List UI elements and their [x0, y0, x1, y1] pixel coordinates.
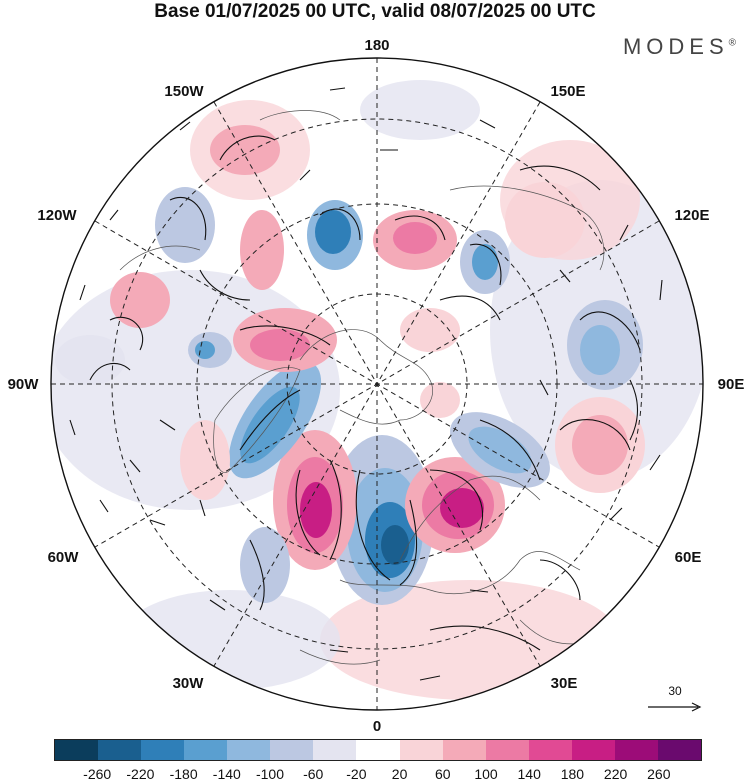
colorbar-segment: [98, 740, 142, 760]
colorbar-tick-label: -100: [255, 766, 285, 782]
colorbar-segment: [614, 740, 658, 760]
colorbar-tick-label: -260: [83, 766, 112, 782]
colorbar-segment: [184, 740, 228, 760]
colorbar-tick-label: 100: [474, 766, 498, 782]
colorbar-tick-label: -180: [169, 766, 198, 782]
longitude-labels: 180 150W 150E 120W 120E 90W 90E 60W 60E …: [8, 37, 745, 735]
lon-label-150e: 150E: [550, 83, 585, 100]
lon-label-90e: 90E: [718, 376, 745, 393]
lon-label-60e: 60E: [675, 549, 702, 566]
colorbar-segment: [485, 740, 529, 760]
lon-label-120e: 120E: [674, 207, 709, 224]
lon-label-150w: 150W: [164, 83, 204, 100]
colorbar-ticks: -260 -220 -180 -140 -100 -60 -20 20 60 100 140 180 2…: [54, 766, 702, 782]
reference-vector-label: 30: [668, 684, 682, 698]
colorbar-segment: [442, 740, 486, 760]
reference-vector: 30: [648, 684, 702, 712]
lon-label-90w: 90W: [8, 376, 40, 393]
lon-label-0: 0: [373, 718, 381, 735]
graticule: [51, 58, 703, 710]
map-boundary: [50, 57, 704, 711]
colorbar-tick-label: 60: [435, 766, 451, 782]
map-title: Base 01/07/2025 00 UTC, valid 08/07/2025…: [154, 1, 596, 22]
lon-label-120w: 120W: [37, 207, 77, 224]
wind-vectors: [69, 87, 663, 691]
colorbar-tick-label: 180: [560, 766, 585, 782]
colorbar-tick-label: -140: [212, 766, 241, 782]
lon-label-30e: 30E: [551, 675, 578, 692]
colorbar: [54, 739, 702, 761]
polar-map[interactable]: 180 150W 150E 120W 120E 90W 90E 60W 60E …: [0, 0, 750, 735]
colorbar-tick-label: 20: [391, 766, 408, 782]
colorbar-tick-label: -60: [303, 766, 324, 782]
modes-logo: MODES®: [622, 34, 736, 59]
colorbar-segment: [227, 740, 271, 760]
colorbar-tick-label: 220: [603, 766, 628, 782]
lon-label-30w: 30W: [173, 675, 205, 692]
lon-label-180: 180: [364, 37, 389, 54]
colorbar-segment: [399, 740, 443, 760]
anomaly-field: [51, 58, 703, 710]
colorbar-segment: [55, 740, 99, 760]
lon-label-60w: 60W: [48, 549, 80, 566]
colorbar-segment: [657, 740, 701, 760]
colorbar-segment: [141, 740, 185, 760]
colorbar-segment: [571, 740, 615, 760]
colorbar-segment: [313, 740, 357, 760]
colorbar-tick-label: -20: [346, 766, 367, 782]
colorbar-segment: [270, 740, 314, 760]
colorbar-segment: [528, 740, 572, 760]
colorbar-tick-label: 140: [517, 766, 541, 782]
colorbar-tick-label: -220: [126, 766, 155, 782]
colorbar-tick-label: 260: [647, 766, 671, 782]
colorbar-segment: [356, 740, 400, 760]
